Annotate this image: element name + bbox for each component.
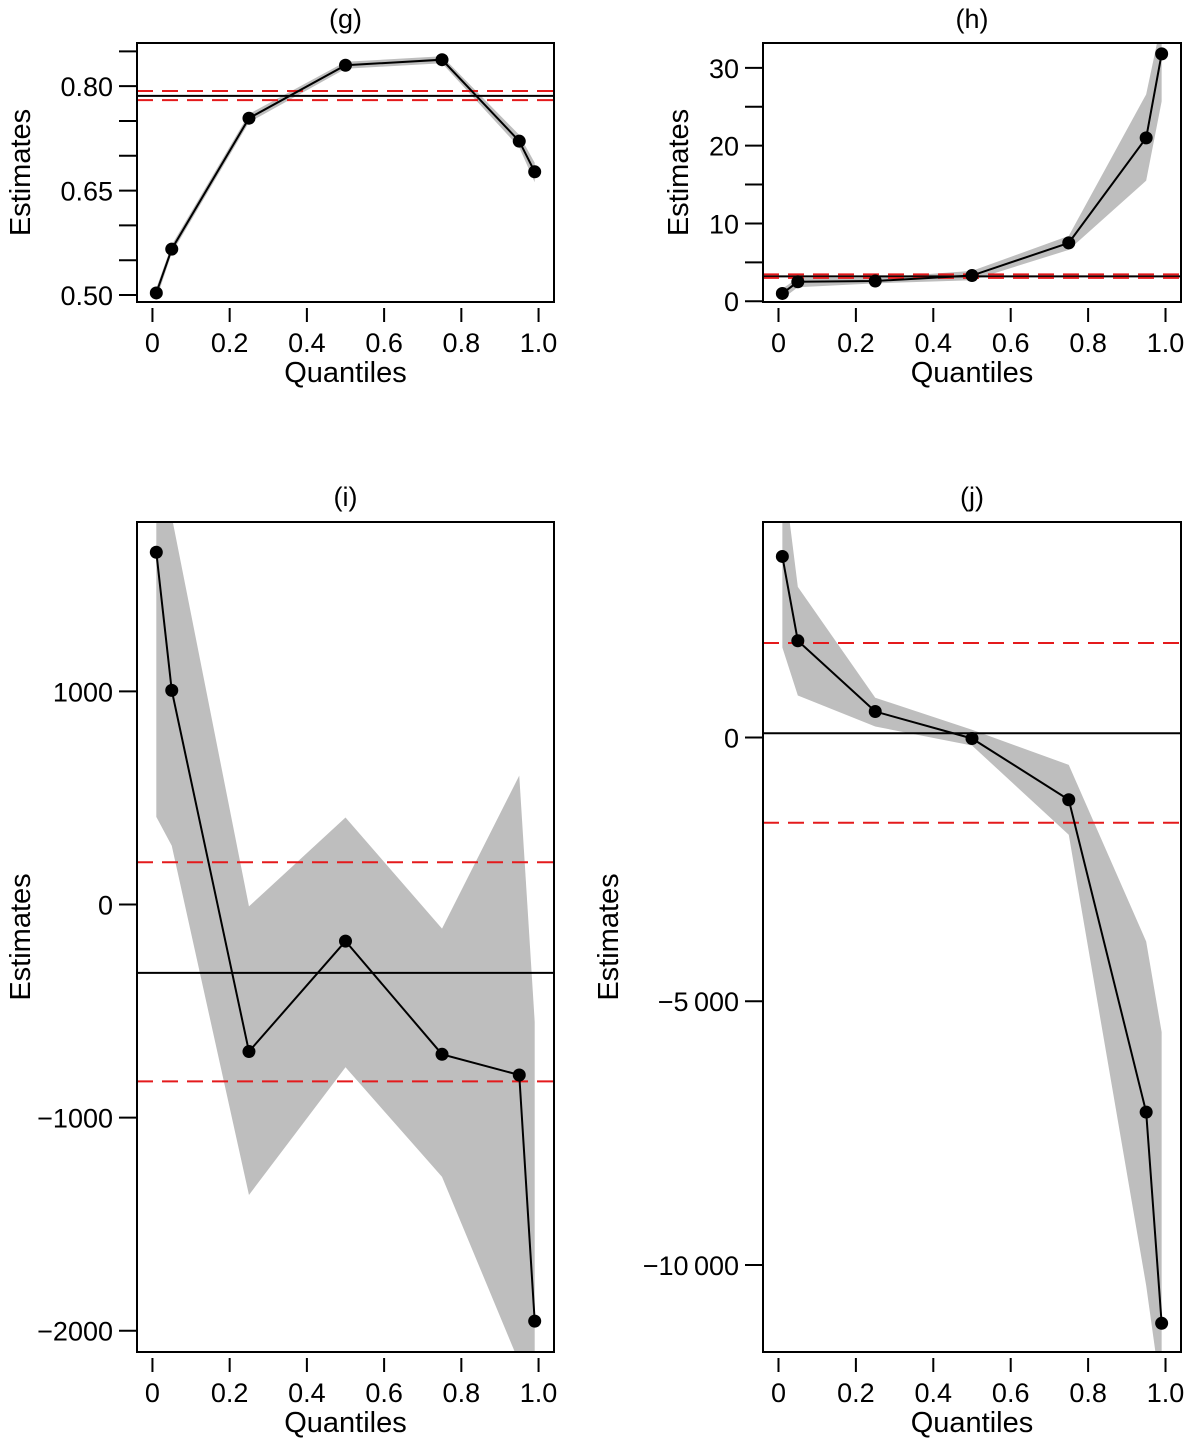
x-tick-label: 1.0 (1147, 1378, 1185, 1408)
data-point (868, 274, 882, 288)
y-tick-label: 0.80 (60, 72, 113, 102)
data-point (435, 53, 449, 67)
data-point (512, 1068, 526, 1082)
y-tick-label: 0 (98, 891, 113, 921)
x-axis-label: Quantiles (284, 357, 407, 389)
y-tick-label: 0 (724, 723, 739, 753)
x-tick-label: 0.4 (915, 1378, 953, 1408)
panel-title: (j) (960, 482, 984, 512)
data-point (775, 549, 789, 563)
x-tick-label: 0.8 (1069, 328, 1107, 358)
plot-frame (762, 42, 1182, 303)
data-point (1139, 1105, 1153, 1119)
data-point (775, 286, 789, 300)
x-axis-label: Quantiles (911, 1407, 1034, 1439)
plot-frame (762, 521, 1182, 1353)
y-tick-label: −1000 (37, 1104, 113, 1134)
x-tick-label: 1.0 (520, 328, 558, 358)
y-tick-label: −10 000 (643, 1251, 739, 1281)
x-tick-label: 0.8 (1069, 1378, 1107, 1408)
panel-h: 0 0.2 0.4 0.6 0.8 1.0 0 10 20 30 (h) Quantiles Estim… (663, 4, 1184, 389)
data-point (149, 286, 163, 300)
panel-title: (i) (334, 482, 358, 512)
x-tick-label: 0.6 (992, 328, 1030, 358)
data-point (242, 1045, 256, 1059)
plot-area (137, 522, 554, 1352)
confidence-band (156, 522, 535, 1352)
x-tick-label: 0.4 (915, 328, 953, 358)
confidence-band (782, 43, 1162, 299)
data-point (512, 134, 526, 148)
data-point (1062, 236, 1076, 250)
x-tick-label: 0 (771, 328, 786, 358)
x-tick-label: 0.6 (365, 328, 403, 358)
data-point (165, 242, 179, 256)
x-tick-label: 0.6 (992, 1378, 1030, 1408)
x-tick-label: 0.8 (443, 328, 481, 358)
data-point (791, 275, 805, 289)
plot-area (763, 43, 1181, 300)
data-point (1155, 1316, 1169, 1330)
x-tick-label: 0.2 (211, 328, 249, 358)
x-tick-label: 0.2 (211, 1378, 249, 1408)
x-tick-label: 0.2 (837, 1378, 875, 1408)
y-axis-label: Estimates (5, 873, 37, 1000)
x-tick-label: 1.0 (1147, 328, 1185, 358)
y-tick-label: 0.65 (60, 177, 113, 207)
x-tick-label: 0 (771, 1378, 786, 1408)
x-tick-label: 1.0 (520, 1378, 558, 1408)
plot-frame (136, 521, 555, 1353)
panel-title: (g) (329, 4, 362, 34)
plot-area (137, 53, 554, 300)
data-point (1155, 47, 1169, 61)
x-tick-label: 0 (145, 1378, 160, 1408)
data-point (435, 1047, 449, 1061)
data-point (528, 1314, 542, 1328)
data-point (1139, 131, 1153, 145)
x-tick-label: 0.4 (288, 1378, 326, 1408)
x-tick-label: 0.2 (837, 328, 875, 358)
y-tick-label: 1000 (53, 677, 113, 707)
y-tick-label: −2000 (37, 1317, 113, 1347)
data-point (965, 269, 979, 283)
data-point (149, 545, 163, 559)
data-point (791, 634, 805, 648)
data-point (242, 111, 256, 125)
x-tick-label: 0.6 (365, 1378, 403, 1408)
y-tick-label: 20 (709, 132, 739, 162)
y-tick-label: 10 (709, 209, 739, 239)
panel-g: 0 0.2 0.4 0.6 0.8 1.0 0.50 0.65 0.80 (g) Quantiles… (5, 4, 557, 389)
y-tick-label: 30 (709, 54, 739, 84)
panel-title: (h) (956, 4, 989, 34)
data-point (339, 58, 352, 72)
data-point (528, 165, 542, 179)
data-point (165, 683, 179, 697)
data-point (339, 934, 352, 948)
y-axis-label: Estimates (663, 109, 695, 236)
x-axis-label: Quantiles (284, 1407, 407, 1439)
plot-frame (136, 42, 555, 303)
x-tick-label: 0.8 (443, 1378, 481, 1408)
y-axis-label: Estimates (593, 873, 625, 1000)
data-point (965, 731, 979, 745)
x-tick-label: 0 (145, 328, 160, 358)
panel-i: 0 0.2 0.4 0.6 0.8 1.0 −2000 −1000 0 1000 (i) Quanti… (5, 482, 558, 1439)
plot-area (763, 522, 1181, 1352)
y-tick-label: −5 000 (658, 987, 739, 1017)
confidence-band (782, 522, 1162, 1352)
y-axis-label: Estimates (5, 109, 37, 236)
panel-j: 0 0.2 0.4 0.6 0.8 1.0 −10 000 −5 000 0 (j) Quantil… (593, 482, 1185, 1439)
data-point (868, 705, 882, 719)
x-tick-label: 0.4 (288, 328, 326, 358)
data-point (1062, 793, 1076, 807)
x-axis-label: Quantiles (911, 357, 1034, 389)
y-tick-label: 0 (724, 287, 739, 317)
y-tick-label: 0.50 (60, 281, 113, 311)
